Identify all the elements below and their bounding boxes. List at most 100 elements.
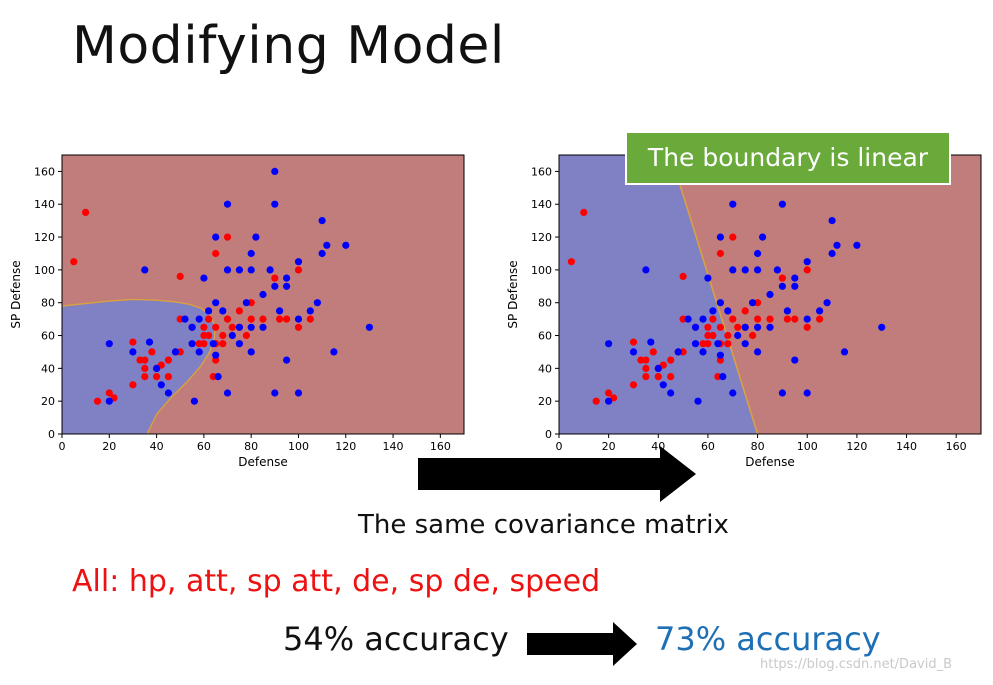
- red-point: [654, 373, 662, 381]
- red-point: [729, 315, 737, 323]
- red-point: [283, 315, 291, 323]
- blue-point: [791, 282, 799, 290]
- blue-point: [271, 167, 279, 175]
- blue-point: [741, 340, 749, 348]
- blue-point: [247, 266, 255, 274]
- red-point: [141, 373, 149, 381]
- red-point: [176, 272, 184, 280]
- blue-point: [642, 266, 650, 274]
- blue-point: [714, 340, 722, 348]
- red-point: [642, 373, 650, 381]
- y-tick-label: 160: [531, 165, 552, 178]
- blue-point: [684, 315, 692, 323]
- blue-point: [704, 274, 712, 282]
- red-point: [667, 356, 675, 364]
- x-tick-label: 40: [150, 440, 164, 453]
- red-point: [754, 315, 762, 323]
- y-tick-label: 20: [538, 395, 552, 408]
- red-point: [200, 340, 208, 348]
- blue-point: [212, 299, 220, 307]
- red-point: [766, 315, 774, 323]
- red-point: [629, 381, 638, 389]
- blue-point: [306, 307, 314, 315]
- blue-point: [773, 266, 781, 274]
- blue-point: [212, 233, 220, 241]
- blue-point: [754, 266, 762, 274]
- red-point: [129, 338, 137, 346]
- y-tick-label: 140: [34, 198, 55, 211]
- accuracy-after: 73% accuracy: [655, 620, 881, 658]
- blue-point: [754, 323, 762, 331]
- blue-point: [741, 323, 749, 331]
- blue-point: [878, 323, 886, 331]
- red-point: [141, 356, 149, 364]
- red-point: [212, 249, 220, 258]
- blue-point: [816, 307, 824, 315]
- red-point: [791, 315, 799, 323]
- x-tick-label: 140: [383, 440, 404, 453]
- x-tick-label: 0: [59, 440, 66, 453]
- blue-point: [716, 233, 724, 241]
- x-axis-label: Defense: [745, 455, 794, 469]
- blue-point: [803, 389, 811, 397]
- blue-point: [365, 323, 373, 331]
- red-point: [141, 364, 149, 372]
- red-point: [148, 348, 156, 356]
- blue-point: [605, 340, 613, 348]
- blue-point: [164, 389, 172, 397]
- blue-point: [171, 348, 180, 356]
- blue-point: [766, 323, 774, 331]
- blue-point: [342, 241, 350, 249]
- red-point: [704, 340, 712, 348]
- blue-point: [271, 282, 279, 290]
- x-tick-label: 160: [430, 440, 451, 453]
- y-tick-label: 40: [538, 362, 552, 375]
- blue-region: [559, 155, 758, 434]
- red-point: [724, 340, 732, 348]
- blue-point: [271, 200, 279, 208]
- red-point: [754, 299, 762, 307]
- y-tick-label: 120: [34, 231, 55, 244]
- scatter-plot-linear: 0 20 40 60 80 100 120 140 1600204060801001201401…: [506, 154, 982, 469]
- blue-point: [153, 364, 161, 372]
- blue-point: [667, 389, 675, 397]
- blue-point: [235, 323, 243, 331]
- red-point: [276, 315, 284, 323]
- red-point: [580, 208, 588, 216]
- red-point: [637, 356, 645, 364]
- blue-point: [647, 338, 655, 346]
- red-point: [70, 258, 78, 266]
- blue-point: [318, 217, 326, 225]
- y-tick-label: 120: [531, 231, 552, 244]
- blue-point: [223, 389, 232, 397]
- blue-point: [828, 217, 836, 225]
- blue-point: [157, 381, 165, 389]
- red-point: [724, 331, 732, 340]
- blue-point: [141, 266, 149, 274]
- blue-point: [674, 348, 682, 356]
- x-tick-label: 80: [751, 440, 765, 453]
- blue-point: [242, 299, 250, 307]
- blue-point: [247, 323, 255, 331]
- blue-point: [313, 299, 321, 307]
- x-tick-label: 80: [244, 440, 258, 453]
- blue-point: [294, 258, 303, 266]
- boundary-callout: The boundary is linear: [625, 131, 951, 185]
- red-point: [642, 356, 650, 364]
- slide-title: Modifying Model: [72, 16, 505, 76]
- blue-point: [828, 249, 836, 258]
- blue-point: [330, 348, 338, 356]
- red-point: [205, 315, 213, 323]
- red-point: [164, 356, 172, 364]
- blue-point: [691, 340, 700, 348]
- red-point: [205, 331, 213, 340]
- blue-point: [766, 290, 774, 299]
- blue-point: [699, 348, 707, 356]
- blue-point: [214, 373, 222, 381]
- red-point: [734, 323, 742, 331]
- red-point: [200, 323, 208, 331]
- red-point: [93, 397, 102, 405]
- y-tick-label: 100: [34, 264, 55, 277]
- y-tick-label: 20: [41, 395, 55, 408]
- blue-point: [694, 397, 702, 405]
